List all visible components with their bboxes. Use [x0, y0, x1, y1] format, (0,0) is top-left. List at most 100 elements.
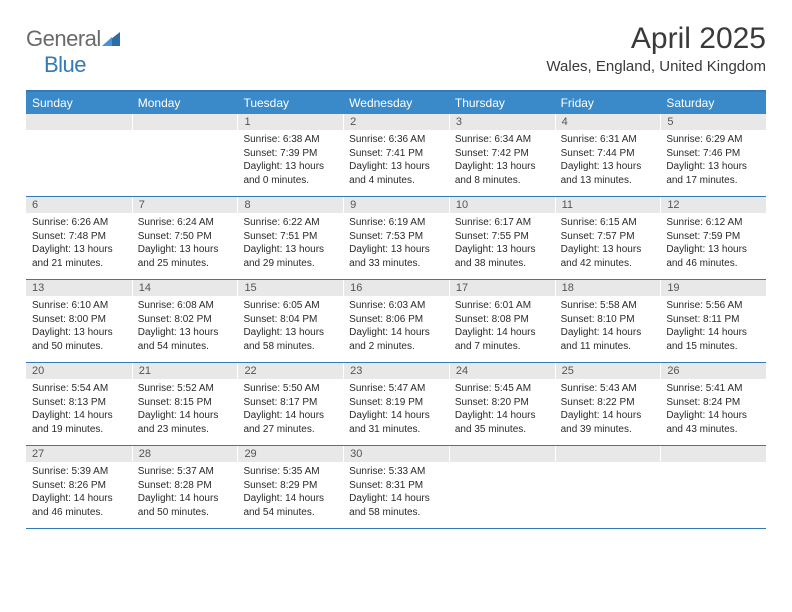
sunrise-line: Sunrise: 6:15 AM	[561, 216, 655, 230]
sunrise-line: Sunrise: 5:56 AM	[666, 299, 760, 313]
day-number: 10	[449, 197, 555, 213]
sunset-line: Sunset: 7:44 PM	[561, 147, 655, 161]
day-number: 12	[660, 197, 766, 213]
day-cell: 8Sunrise: 6:22 AMSunset: 7:51 PMDaylight…	[237, 197, 343, 279]
day-content	[555, 462, 661, 470]
daylight-line-2: and 58 minutes.	[349, 506, 443, 520]
logo-text-blue: Blue	[44, 52, 86, 77]
daylight-line-1: Daylight: 14 hours	[138, 409, 232, 423]
day-cell: 25Sunrise: 5:43 AMSunset: 8:22 PMDayligh…	[555, 363, 661, 445]
day-number: 19	[660, 280, 766, 296]
sunset-line: Sunset: 8:04 PM	[243, 313, 337, 327]
daylight-line-2: and 27 minutes.	[243, 423, 337, 437]
daylight-line-1: Daylight: 13 hours	[243, 160, 337, 174]
sunset-line: Sunset: 8:29 PM	[243, 479, 337, 493]
daylight-line-1: Daylight: 14 hours	[32, 492, 126, 506]
sunset-line: Sunset: 8:28 PM	[138, 479, 232, 493]
day-cell: 24Sunrise: 5:45 AMSunset: 8:20 PMDayligh…	[449, 363, 555, 445]
sunrise-line: Sunrise: 6:29 AM	[666, 133, 760, 147]
day-header-wednesday: Wednesday	[343, 92, 449, 114]
sunrise-line: Sunrise: 5:41 AM	[666, 382, 760, 396]
daylight-line-2: and 23 minutes.	[138, 423, 232, 437]
day-content: Sunrise: 5:45 AMSunset: 8:20 PMDaylight:…	[449, 379, 555, 441]
daylight-line-1: Daylight: 14 hours	[455, 409, 549, 423]
day-cell: 21Sunrise: 5:52 AMSunset: 8:15 PMDayligh…	[132, 363, 238, 445]
day-header-saturday: Saturday	[660, 92, 766, 114]
day-header-sunday: Sunday	[26, 92, 132, 114]
day-content: Sunrise: 6:19 AMSunset: 7:53 PMDaylight:…	[343, 213, 449, 275]
logo-triangle-icon	[102, 26, 120, 52]
daylight-line-1: Daylight: 13 hours	[32, 243, 126, 257]
day-number: 1	[237, 114, 343, 130]
daylight-line-1: Daylight: 14 hours	[243, 492, 337, 506]
day-cell: 1Sunrise: 6:38 AMSunset: 7:39 PMDaylight…	[237, 114, 343, 196]
sunrise-line: Sunrise: 5:52 AM	[138, 382, 232, 396]
day-content	[132, 130, 238, 138]
sunrise-line: Sunrise: 6:26 AM	[32, 216, 126, 230]
daylight-line-1: Daylight: 13 hours	[243, 326, 337, 340]
day-content: Sunrise: 6:26 AMSunset: 7:48 PMDaylight:…	[26, 213, 132, 275]
day-content: Sunrise: 6:36 AMSunset: 7:41 PMDaylight:…	[343, 130, 449, 192]
day-cell: 9Sunrise: 6:19 AMSunset: 7:53 PMDaylight…	[343, 197, 449, 279]
day-cell: 28Sunrise: 5:37 AMSunset: 8:28 PMDayligh…	[132, 446, 238, 528]
day-content: Sunrise: 6:31 AMSunset: 7:44 PMDaylight:…	[555, 130, 661, 192]
day-content	[26, 130, 132, 138]
sunrise-line: Sunrise: 5:33 AM	[349, 465, 443, 479]
week-row: 27Sunrise: 5:39 AMSunset: 8:26 PMDayligh…	[26, 446, 766, 529]
daylight-line-2: and 42 minutes.	[561, 257, 655, 271]
day-number	[449, 446, 555, 462]
day-cell	[449, 446, 555, 528]
day-number: 21	[132, 363, 238, 379]
title-block: April 2025 Wales, England, United Kingdo…	[546, 22, 766, 75]
daylight-line-1: Daylight: 14 hours	[32, 409, 126, 423]
sunrise-line: Sunrise: 6:36 AM	[349, 133, 443, 147]
sunset-line: Sunset: 7:50 PM	[138, 230, 232, 244]
day-content: Sunrise: 5:43 AMSunset: 8:22 PMDaylight:…	[555, 379, 661, 441]
sunset-line: Sunset: 8:06 PM	[349, 313, 443, 327]
day-number: 15	[237, 280, 343, 296]
day-number: 11	[555, 197, 661, 213]
sunrise-line: Sunrise: 5:35 AM	[243, 465, 337, 479]
day-cell: 2Sunrise: 6:36 AMSunset: 7:41 PMDaylight…	[343, 114, 449, 196]
day-content: Sunrise: 6:05 AMSunset: 8:04 PMDaylight:…	[237, 296, 343, 358]
sunset-line: Sunset: 7:51 PM	[243, 230, 337, 244]
day-number: 2	[343, 114, 449, 130]
day-number	[660, 446, 766, 462]
week-row: 20Sunrise: 5:54 AMSunset: 8:13 PMDayligh…	[26, 363, 766, 446]
day-number	[26, 114, 132, 130]
day-cell: 26Sunrise: 5:41 AMSunset: 8:24 PMDayligh…	[660, 363, 766, 445]
day-number: 25	[555, 363, 661, 379]
day-cell: 3Sunrise: 6:34 AMSunset: 7:42 PMDaylight…	[449, 114, 555, 196]
day-content: Sunrise: 6:22 AMSunset: 7:51 PMDaylight:…	[237, 213, 343, 275]
sunrise-line: Sunrise: 6:03 AM	[349, 299, 443, 313]
daylight-line-2: and 39 minutes.	[561, 423, 655, 437]
daylight-line-1: Daylight: 13 hours	[32, 326, 126, 340]
daylight-line-1: Daylight: 14 hours	[349, 326, 443, 340]
day-content: Sunrise: 5:47 AMSunset: 8:19 PMDaylight:…	[343, 379, 449, 441]
sunrise-line: Sunrise: 6:24 AM	[138, 216, 232, 230]
daylight-line-1: Daylight: 13 hours	[243, 243, 337, 257]
sunset-line: Sunset: 8:00 PM	[32, 313, 126, 327]
sunrise-line: Sunrise: 5:37 AM	[138, 465, 232, 479]
daylight-line-1: Daylight: 13 hours	[138, 243, 232, 257]
sunset-line: Sunset: 7:55 PM	[455, 230, 549, 244]
daylight-line-2: and 46 minutes.	[666, 257, 760, 271]
daylight-line-2: and 7 minutes.	[455, 340, 549, 354]
day-cell: 20Sunrise: 5:54 AMSunset: 8:13 PMDayligh…	[26, 363, 132, 445]
calendar: SundayMondayTuesdayWednesdayThursdayFrid…	[26, 90, 766, 529]
day-header-friday: Friday	[555, 92, 661, 114]
day-number: 26	[660, 363, 766, 379]
sunrise-line: Sunrise: 5:47 AM	[349, 382, 443, 396]
sunset-line: Sunset: 8:20 PM	[455, 396, 549, 410]
daylight-line-1: Daylight: 13 hours	[455, 243, 549, 257]
daylight-line-1: Daylight: 13 hours	[561, 243, 655, 257]
day-content: Sunrise: 6:38 AMSunset: 7:39 PMDaylight:…	[237, 130, 343, 192]
day-cell	[660, 446, 766, 528]
logo: GeneralBlue	[26, 26, 120, 78]
sunrise-line: Sunrise: 5:45 AM	[455, 382, 549, 396]
daylight-line-2: and 2 minutes.	[349, 340, 443, 354]
daylight-line-1: Daylight: 14 hours	[561, 409, 655, 423]
day-cell: 7Sunrise: 6:24 AMSunset: 7:50 PMDaylight…	[132, 197, 238, 279]
sunrise-line: Sunrise: 6:08 AM	[138, 299, 232, 313]
daylight-line-2: and 0 minutes.	[243, 174, 337, 188]
